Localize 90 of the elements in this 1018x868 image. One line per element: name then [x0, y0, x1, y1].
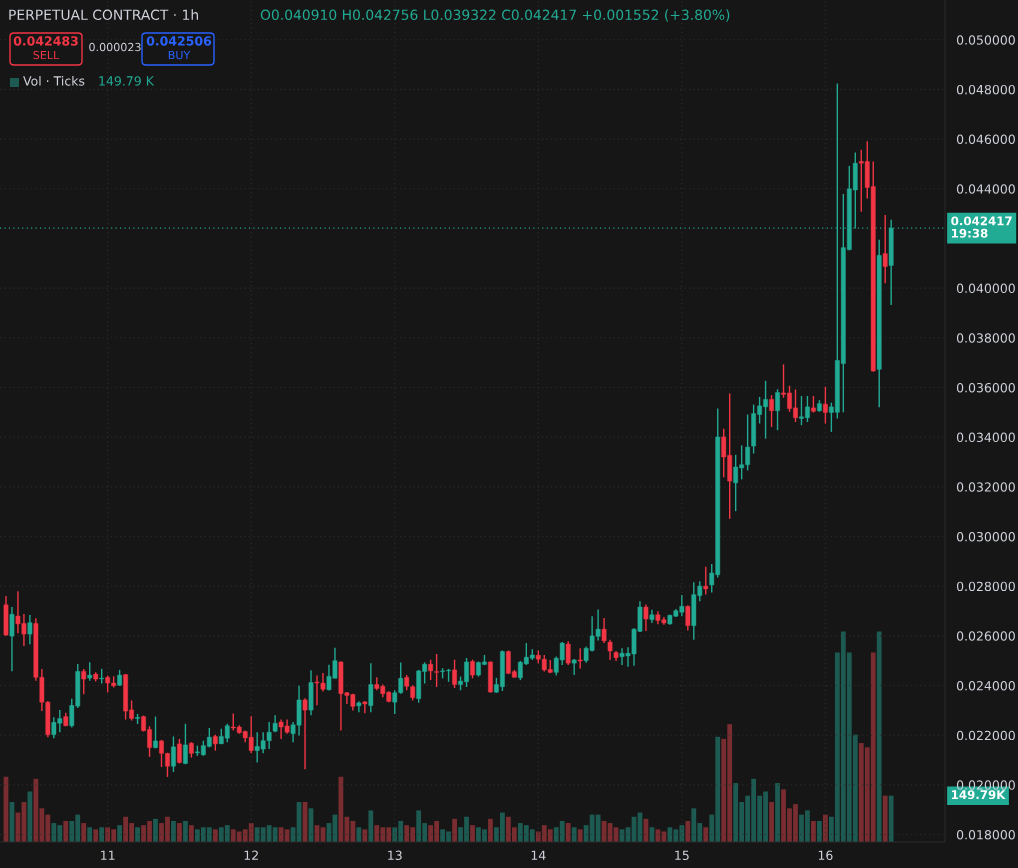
- bar: [362, 829, 368, 842]
- x-tick-label: 14: [531, 850, 546, 860]
- y-tick-label: 0.050000: [956, 35, 1015, 45]
- bar: [470, 825, 475, 842]
- candlestick: [177, 738, 182, 765]
- bar: [368, 810, 374, 842]
- bar: [183, 820, 188, 842]
- bar: [488, 818, 493, 842]
- candlestick: [685, 604, 691, 632]
- y-tick-label: 0.044000: [956, 184, 1015, 194]
- candlestick: [81, 668, 87, 695]
- bar: [888, 795, 894, 842]
- bar: [577, 829, 583, 842]
- candlestick: [607, 639, 613, 661]
- candlestick: [452, 658, 457, 689]
- text: PERPETUAL CONTRACT · 1h: [9, 9, 198, 21]
- candlestick: [171, 735, 176, 773]
- bar: [876, 631, 882, 842]
- annotation: 0.042483: [13, 36, 78, 46]
- y-tick-label: 0.048000: [956, 84, 1015, 95]
- y-tick-label: 0.024000: [956, 680, 1015, 691]
- annotation: 149.79 K: [99, 76, 155, 86]
- candlestick: [882, 214, 888, 284]
- bar: [565, 823, 571, 842]
- candlestick: [183, 723, 188, 765]
- y-tick-label: 0.022000: [956, 730, 1015, 741]
- candlestick: [577, 647, 583, 670]
- bar: [171, 820, 176, 842]
- annotation: 0.000023: [89, 42, 141, 52]
- legend-label: Vol · Ticks: [23, 75, 85, 86]
- y-tick-label: 0.034000: [956, 432, 1015, 443]
- bar: [823, 814, 828, 842]
- candlestick: [9, 606, 15, 673]
- bar: [81, 823, 87, 842]
- y-tick-label: 0.036000: [956, 382, 1015, 393]
- bar: [93, 829, 99, 842]
- candlestick: [153, 715, 158, 750]
- bar: [769, 802, 774, 842]
- x-tick-label: 11: [101, 850, 115, 860]
- annotation: SELL: [33, 50, 60, 60]
- bar: [63, 820, 69, 842]
- bar: [87, 827, 93, 842]
- annotation: 0.042506: [146, 36, 212, 46]
- y-tick-label: 0.028000: [956, 581, 1015, 592]
- ref-line-label: 0.042417: [951, 216, 1012, 226]
- candlestick: [302, 697, 308, 770]
- bar: [882, 795, 888, 842]
- x-tick-label: 12: [244, 850, 258, 860]
- candlestick: [27, 614, 33, 645]
- y-tick-label: 0.040000: [956, 283, 1015, 294]
- x-tick-label: 13: [388, 850, 402, 861]
- text: O0.040910 H0.042756 L0.039322 C0.042417 +0.001552 (+3.80%): [260, 9, 730, 22]
- bar: [811, 820, 816, 842]
- candlestick: [571, 658, 577, 676]
- candlestick: [643, 603, 649, 632]
- candlestick: [601, 617, 607, 644]
- x-tick-label: 15: [675, 850, 689, 861]
- bar: [703, 827, 709, 842]
- bar: [817, 820, 822, 842]
- bar: [571, 827, 577, 842]
- candlestick: [362, 700, 368, 715]
- y-tick-label: 0.030000: [956, 531, 1015, 542]
- candlestick: [565, 640, 571, 666]
- bar: [452, 818, 457, 842]
- bar: [775, 783, 780, 842]
- candlestick: [823, 386, 828, 425]
- y-tick-label: 0.046000: [956, 134, 1015, 145]
- annotation: BUY: [168, 50, 191, 60]
- y-tick-label: 0.032000: [956, 482, 1015, 492]
- x-tick-label: 16: [818, 850, 833, 861]
- y-tick-label: 0.026000: [956, 631, 1015, 641]
- bar: [356, 827, 362, 842]
- candlestick: [87, 661, 93, 682]
- text: 19:38: [952, 228, 988, 238]
- y-tick-label: 0.018000: [956, 830, 1015, 840]
- candlestick: [769, 394, 774, 428]
- bar: [99, 827, 105, 842]
- candlestick: [368, 662, 374, 714]
- bar: [685, 820, 691, 842]
- bar: [177, 823, 182, 842]
- bar: [189, 825, 194, 842]
- y-tick-label: 0.038000: [956, 333, 1015, 343]
- bar: [117, 825, 122, 842]
- text: 149.79K: [952, 790, 1006, 800]
- bar: [135, 827, 140, 842]
- candlestick: [703, 566, 709, 596]
- candlestick: [775, 388, 780, 431]
- candlestick: [470, 658, 475, 680]
- bar: [212, 829, 218, 842]
- bar: [153, 818, 158, 842]
